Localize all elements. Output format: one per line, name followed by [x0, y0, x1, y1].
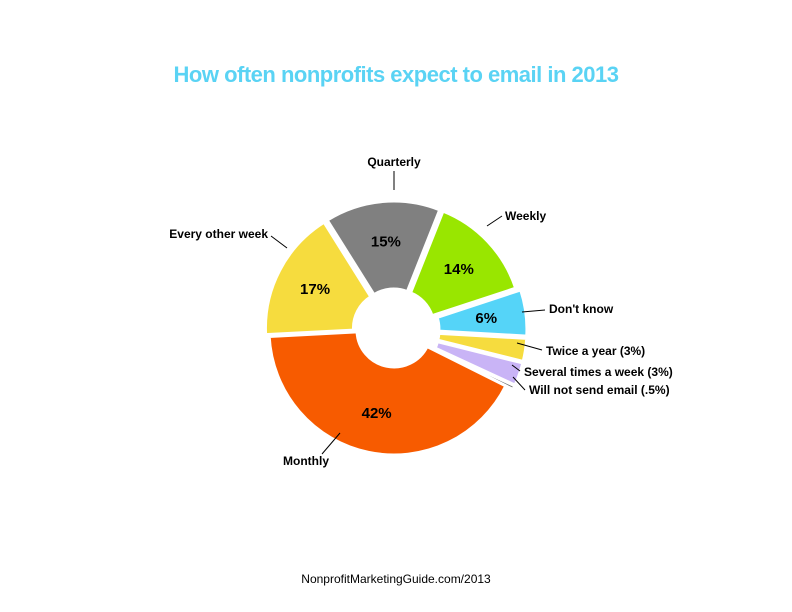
callout-line	[486, 215, 503, 227]
slice-category-label: Don't know	[549, 302, 614, 316]
slice-value-label: 14%	[444, 261, 474, 278]
callout-line	[512, 376, 526, 391]
callout-line	[511, 364, 521, 372]
pie-slice-don-t-know	[435, 288, 529, 338]
pie-slice-quarterly	[325, 199, 442, 297]
slice-value-label: 42%	[362, 405, 392, 422]
callout-line	[521, 309, 546, 313]
slice-category-label: Monthly	[283, 454, 329, 468]
pie-slice-monthly	[267, 330, 508, 457]
slice-category-label: Quarterly	[367, 155, 421, 169]
slice-category-label: Twice a year (3%)	[546, 344, 645, 358]
source-credit: NonprofitMarketingGuide.com/2013	[301, 572, 491, 586]
pie-slice-weekly	[408, 209, 518, 318]
callout-line	[321, 432, 341, 455]
callout-line	[516, 342, 543, 351]
slice-category-label: Several times a week (3%)	[524, 365, 673, 379]
pie-slice-every-other-week	[263, 220, 373, 337]
slice-value-label: 17%	[300, 281, 330, 298]
callout-line	[270, 235, 288, 249]
slice-category-label: Weekly	[505, 209, 546, 223]
slice-value-label: 6%	[475, 310, 497, 327]
slice-category-label: Will not send email (.5%)	[529, 383, 670, 397]
slice-value-label: 15%	[371, 233, 401, 250]
chart-title: How often nonprofits expect to email in …	[173, 62, 619, 87]
slice-category-label: Every other week	[169, 227, 268, 241]
